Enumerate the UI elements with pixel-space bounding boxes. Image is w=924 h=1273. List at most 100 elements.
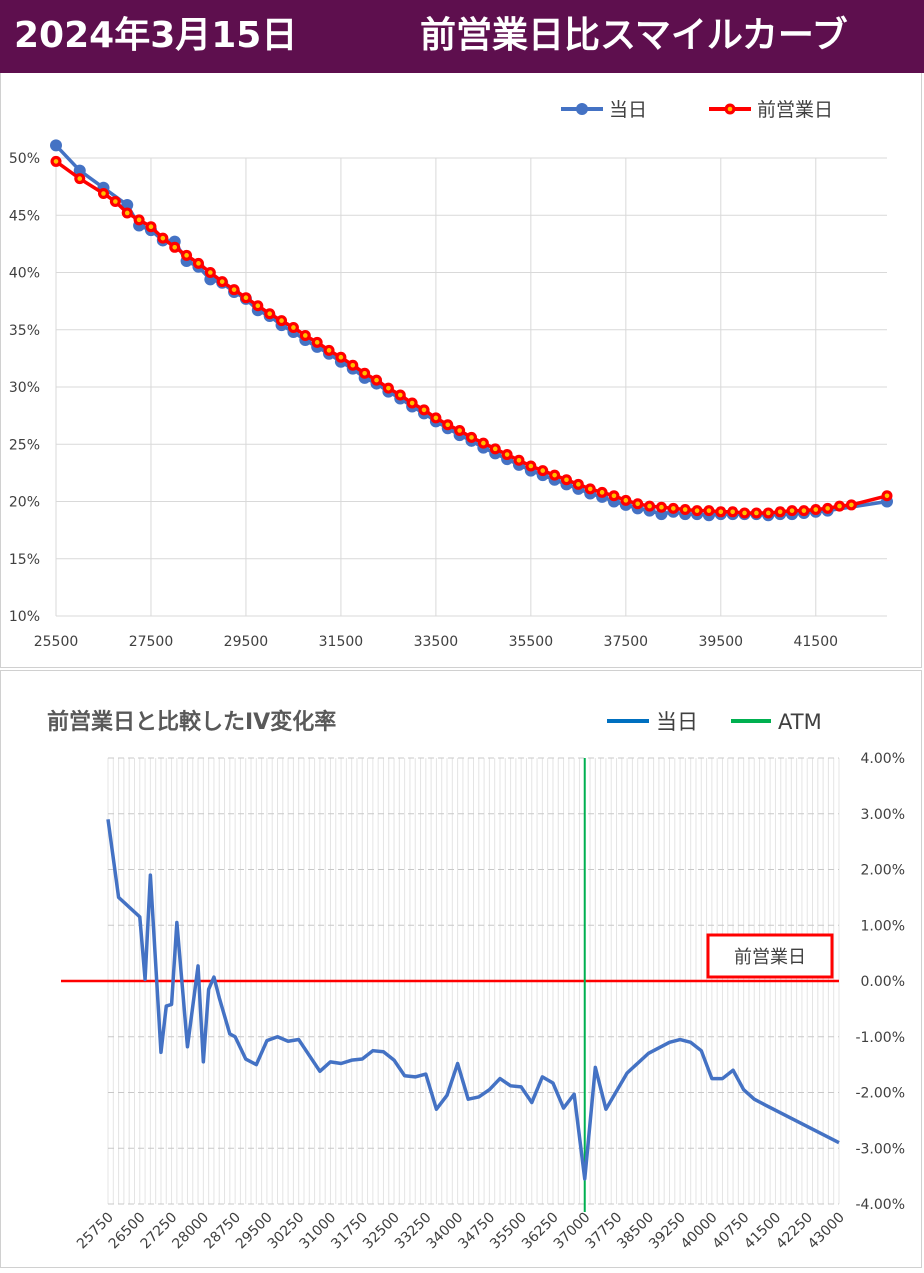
data-point-prev-center	[564, 477, 569, 483]
x-tick-label: 37500	[604, 634, 649, 650]
x-tick-label: 29500	[224, 634, 269, 650]
data-point-prev-center	[409, 400, 415, 406]
data-point-prev-center	[362, 370, 367, 376]
y-tick-label: 3.00%	[861, 807, 905, 823]
data-point-prev-center	[552, 472, 557, 478]
data-point-prev-center	[659, 504, 664, 510]
data-point-prev-center	[255, 303, 261, 309]
data-point-prev-center	[457, 428, 462, 433]
data-point-prev-center	[148, 224, 154, 229]
data-point-prev-center	[599, 490, 605, 495]
data-point-prev-center	[124, 210, 130, 216]
data-point-prev-center	[516, 457, 522, 463]
legend-label: ATM	[778, 710, 822, 734]
x-tick-label: 33500	[414, 634, 459, 650]
data-point-prev-center	[635, 501, 640, 507]
y-tick-label: 0.00%	[861, 974, 905, 990]
data-point-prev-center	[528, 463, 534, 469]
y-tick-label: 1.00%	[861, 918, 905, 934]
data-point-prev-center	[445, 422, 451, 428]
data-point-prev-center	[540, 468, 546, 473]
header-bar: 2024年3月15日 前営業日比スマイルカーブ	[0, 0, 924, 73]
data-point-prev-center	[267, 311, 272, 317]
data-point-today	[50, 139, 62, 152]
y-tick-label: -2.00%	[855, 1086, 905, 1102]
x-tick-label: 43000	[805, 1210, 848, 1253]
data-point-prev-center	[160, 235, 166, 241]
data-point-prev-center	[184, 253, 189, 258]
data-point-prev-center	[421, 407, 427, 413]
series-line-1	[54, 160, 888, 515]
data-point-prev-center	[730, 509, 735, 515]
data-point-prev-center	[671, 506, 676, 511]
data-point-prev-center	[350, 362, 356, 368]
y-tick-label: 35%	[9, 323, 40, 339]
data-point-prev-center	[623, 498, 629, 503]
data-point-prev-center	[765, 510, 771, 516]
data-point-prev-center	[694, 508, 700, 513]
header-title: 前営業日比スマイルカーブ	[420, 15, 848, 56]
data-point-prev-center	[303, 333, 308, 338]
legend-label: 当日	[609, 99, 647, 121]
chart-title: 前営業日と比較したIV変化率	[47, 709, 336, 735]
data-point-prev-center	[884, 493, 890, 499]
data-point-prev-center	[136, 217, 142, 223]
y-tick-label: 2.00%	[861, 863, 905, 879]
y-tick-label: 10%	[9, 609, 40, 625]
iv-change-panel: 4.00% 3.00% 2.00% 1.00% 0.00% -1.00% -2.00% -3.…	[0, 670, 922, 1268]
y-tick-label: 4.00%	[861, 751, 905, 767]
data-point-prev-center	[789, 508, 795, 513]
data-point-prev-center	[231, 287, 237, 292]
reference-label-box	[706, 933, 834, 979]
y-tick-label: -3.00%	[855, 1141, 905, 1157]
smile-curve-panel: 10% 15% 20% 25% 30% 35% 40% 45% 50% 25500 27500 295…	[0, 73, 922, 668]
data-point-prev-center	[492, 446, 498, 452]
data-point-prev-center	[219, 279, 225, 284]
legend-label: 前営業日	[757, 99, 833, 121]
iv-change-chart: 4.00% 3.00% 2.00% 1.00% 0.00% -1.00% -2.00% -3.…	[47, 709, 905, 1253]
data-point-prev-center	[754, 510, 759, 516]
data-point-prev-center	[172, 245, 178, 250]
data-point-prev-center	[469, 435, 474, 440]
data-point-prev-center	[291, 325, 296, 330]
data-point-prev-center	[647, 503, 652, 509]
data-point-prev-center	[611, 493, 617, 499]
data-point-prev-center	[77, 176, 83, 181]
legend-label: 当日	[656, 710, 698, 734]
data-point-prev-center	[777, 509, 783, 515]
data-point-today	[73, 164, 86, 177]
reference-label: 前営業日	[734, 947, 806, 968]
data-point-prev-center	[587, 486, 593, 492]
data-point-prev-center	[101, 191, 106, 196]
data-point-prev-center	[113, 199, 118, 204]
x-tick-label: 31500	[319, 634, 364, 650]
data-point-prev-center	[243, 295, 249, 300]
x-tick-label: 27500	[129, 634, 174, 650]
data-point-prev-center	[813, 507, 819, 512]
x-tick-label: 39500	[699, 634, 744, 650]
data-point-prev-center	[433, 415, 439, 421]
x-tick-label: 25500	[34, 634, 79, 650]
data-point-prev-center	[801, 508, 807, 513]
legend-marker-today	[576, 103, 588, 115]
y-tick-label: 45%	[9, 208, 40, 224]
y-tick-label: 30%	[9, 380, 40, 396]
data-point-prev-center	[326, 348, 332, 353]
data-point-prev-center	[386, 385, 391, 391]
y-tick-label: 15%	[9, 552, 40, 568]
data-point-prev-center	[481, 440, 486, 446]
data-point-prev-center	[837, 503, 842, 509]
data-point-prev-center	[374, 377, 379, 383]
data-point-prev-center	[576, 482, 581, 487]
y-tick-label: 50%	[9, 151, 40, 167]
series-line-today	[106, 819, 840, 1181]
data-point-prev-center	[279, 318, 284, 323]
data-point-prev-center	[849, 502, 854, 508]
data-point-prev-center	[397, 392, 403, 398]
data-point-prev-center	[196, 261, 201, 266]
data-point-prev-center	[504, 452, 510, 457]
y-tick-label: 20%	[9, 495, 40, 511]
data-point-prev-center	[338, 354, 344, 360]
data-point-prev-center	[53, 159, 59, 164]
data-point-prev-center	[706, 508, 712, 513]
